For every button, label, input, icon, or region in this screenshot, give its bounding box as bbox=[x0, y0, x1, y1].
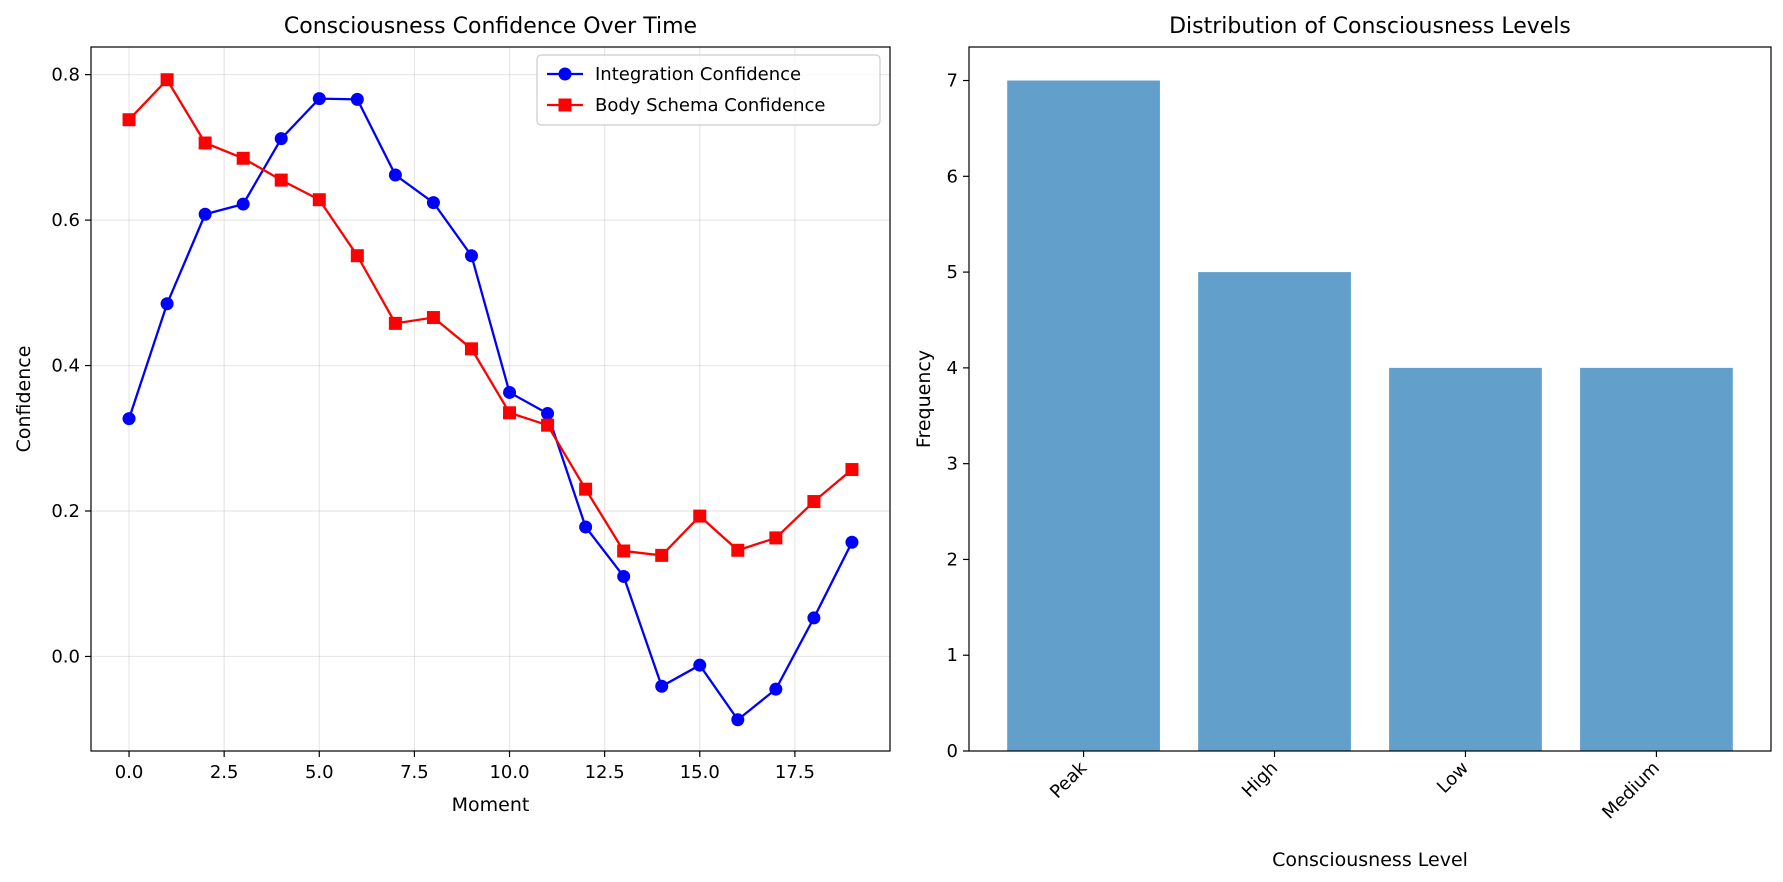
x-tick-label: 12.5 bbox=[585, 762, 625, 783]
line-chart-grid bbox=[91, 47, 890, 751]
y-tick-label: 0.8 bbox=[51, 65, 80, 86]
bar-chart-x-axis-label: Consciousness Level bbox=[1272, 849, 1468, 871]
data-point bbox=[503, 385, 517, 399]
y-tick-label: 2 bbox=[947, 549, 958, 570]
data-point bbox=[426, 311, 440, 325]
bar-chart-frame bbox=[968, 46, 1772, 752]
line-chart-legend: Integration Confidence Body Schema Confid… bbox=[536, 54, 881, 126]
y-tick-label: 6 bbox=[947, 166, 958, 187]
data-point bbox=[845, 535, 859, 549]
bar-peak bbox=[1007, 80, 1160, 752]
data-point bbox=[655, 548, 669, 562]
data-point bbox=[274, 132, 288, 146]
bar-medium bbox=[1580, 367, 1733, 751]
line-chart-series bbox=[122, 73, 859, 727]
y-tick-label: 7 bbox=[947, 71, 958, 92]
y-tick-label: 4 bbox=[947, 358, 958, 379]
x-tick-label: Low bbox=[1433, 758, 1473, 798]
y-tick-label: 1 bbox=[947, 645, 958, 666]
legend-label: Integration Confidence bbox=[595, 64, 801, 85]
line-chart-y-ticks: 0.0 0.2 0.4 0.6 0.8 bbox=[51, 65, 91, 667]
data-point bbox=[122, 113, 136, 127]
x-tick-label: 10.0 bbox=[489, 762, 529, 783]
line-chart-title: Consciousness Confidence Over Time bbox=[284, 14, 697, 39]
data-point bbox=[464, 249, 478, 263]
data-point bbox=[655, 679, 669, 693]
data-point bbox=[464, 342, 478, 356]
line-chart-x-axis-label: Moment bbox=[452, 794, 530, 816]
data-point bbox=[693, 509, 707, 523]
line-chart-frame bbox=[90, 46, 891, 752]
data-point bbox=[122, 412, 136, 426]
data-point bbox=[426, 196, 440, 210]
bar-high bbox=[1198, 272, 1351, 751]
x-tick-label: 2.5 bbox=[210, 762, 239, 783]
x-tick-label: 5.0 bbox=[305, 762, 334, 783]
data-point bbox=[845, 463, 859, 477]
bar-chart-title: Distribution of Consciousness Levels bbox=[1169, 14, 1571, 39]
data-point bbox=[693, 658, 707, 672]
x-tick-label: 0.0 bbox=[115, 762, 144, 783]
data-point bbox=[198, 136, 212, 150]
data-point bbox=[236, 197, 250, 211]
data-point bbox=[160, 73, 174, 87]
y-tick-label: 0.2 bbox=[51, 501, 80, 522]
data-point bbox=[579, 482, 593, 496]
data-point bbox=[236, 151, 250, 165]
data-point bbox=[312, 193, 326, 207]
data-point bbox=[731, 543, 745, 557]
x-tick-label: Medium bbox=[1598, 758, 1664, 824]
bar-chart: Peak High Low Medium 0 1 2 3 4 5 6 7 Distribution … bbox=[913, 14, 1772, 871]
data-point bbox=[807, 495, 821, 509]
y-tick-label: 5 bbox=[947, 262, 958, 283]
y-tick-label: 0 bbox=[947, 741, 958, 762]
line-chart-x-ticks: 0.0 2.5 5.0 7.5 10.0 12.5 15.0 17.5 bbox=[115, 751, 815, 783]
bar-chart-bars bbox=[1007, 80, 1733, 752]
data-point bbox=[807, 611, 821, 625]
bar-chart-y-axis-label: Frequency bbox=[913, 350, 935, 448]
data-point bbox=[541, 407, 555, 421]
x-tick-label: 7.5 bbox=[400, 762, 429, 783]
bar-chart-x-ticks: Peak High Low Medium bbox=[1046, 751, 1664, 823]
line-chart-y-axis-label: Confidence bbox=[13, 346, 35, 453]
x-tick-label: 17.5 bbox=[775, 762, 815, 783]
series-line-1 bbox=[127, 97, 853, 722]
legend-marker bbox=[558, 67, 572, 81]
data-point bbox=[350, 92, 364, 106]
bar-chart-y-ticks: 0 1 2 3 4 5 6 7 bbox=[947, 71, 969, 762]
data-point bbox=[388, 316, 402, 330]
data-point bbox=[541, 418, 555, 432]
data-point bbox=[388, 168, 402, 182]
x-tick-label: High bbox=[1238, 758, 1282, 802]
y-tick-label: 0.0 bbox=[51, 646, 80, 667]
data-point bbox=[503, 406, 517, 420]
data-point bbox=[312, 92, 326, 106]
data-point bbox=[731, 713, 745, 727]
data-point bbox=[617, 544, 631, 558]
data-point bbox=[617, 569, 631, 583]
legend-label: Body Schema Confidence bbox=[595, 95, 825, 116]
y-tick-label: 0.6 bbox=[51, 210, 80, 231]
x-tick-label: 15.0 bbox=[680, 762, 720, 783]
line-chart: 0.0 2.5 5.0 7.5 10.0 12.5 15.0 17.5 0.00.20.40.… bbox=[13, 14, 891, 816]
data-point bbox=[350, 249, 364, 263]
data-point bbox=[160, 297, 174, 311]
y-tick-label: 3 bbox=[947, 454, 958, 475]
legend-marker bbox=[558, 98, 572, 112]
series-line-2 bbox=[128, 77, 853, 557]
data-point bbox=[769, 682, 783, 696]
data-point bbox=[274, 173, 288, 187]
legend-box bbox=[536, 54, 881, 126]
data-point bbox=[579, 520, 593, 534]
y-tick-label: 0.4 bbox=[51, 356, 80, 377]
x-tick-label: Peak bbox=[1046, 757, 1091, 802]
data-point bbox=[769, 531, 783, 545]
bar-low bbox=[1389, 367, 1542, 751]
data-point bbox=[198, 207, 212, 221]
